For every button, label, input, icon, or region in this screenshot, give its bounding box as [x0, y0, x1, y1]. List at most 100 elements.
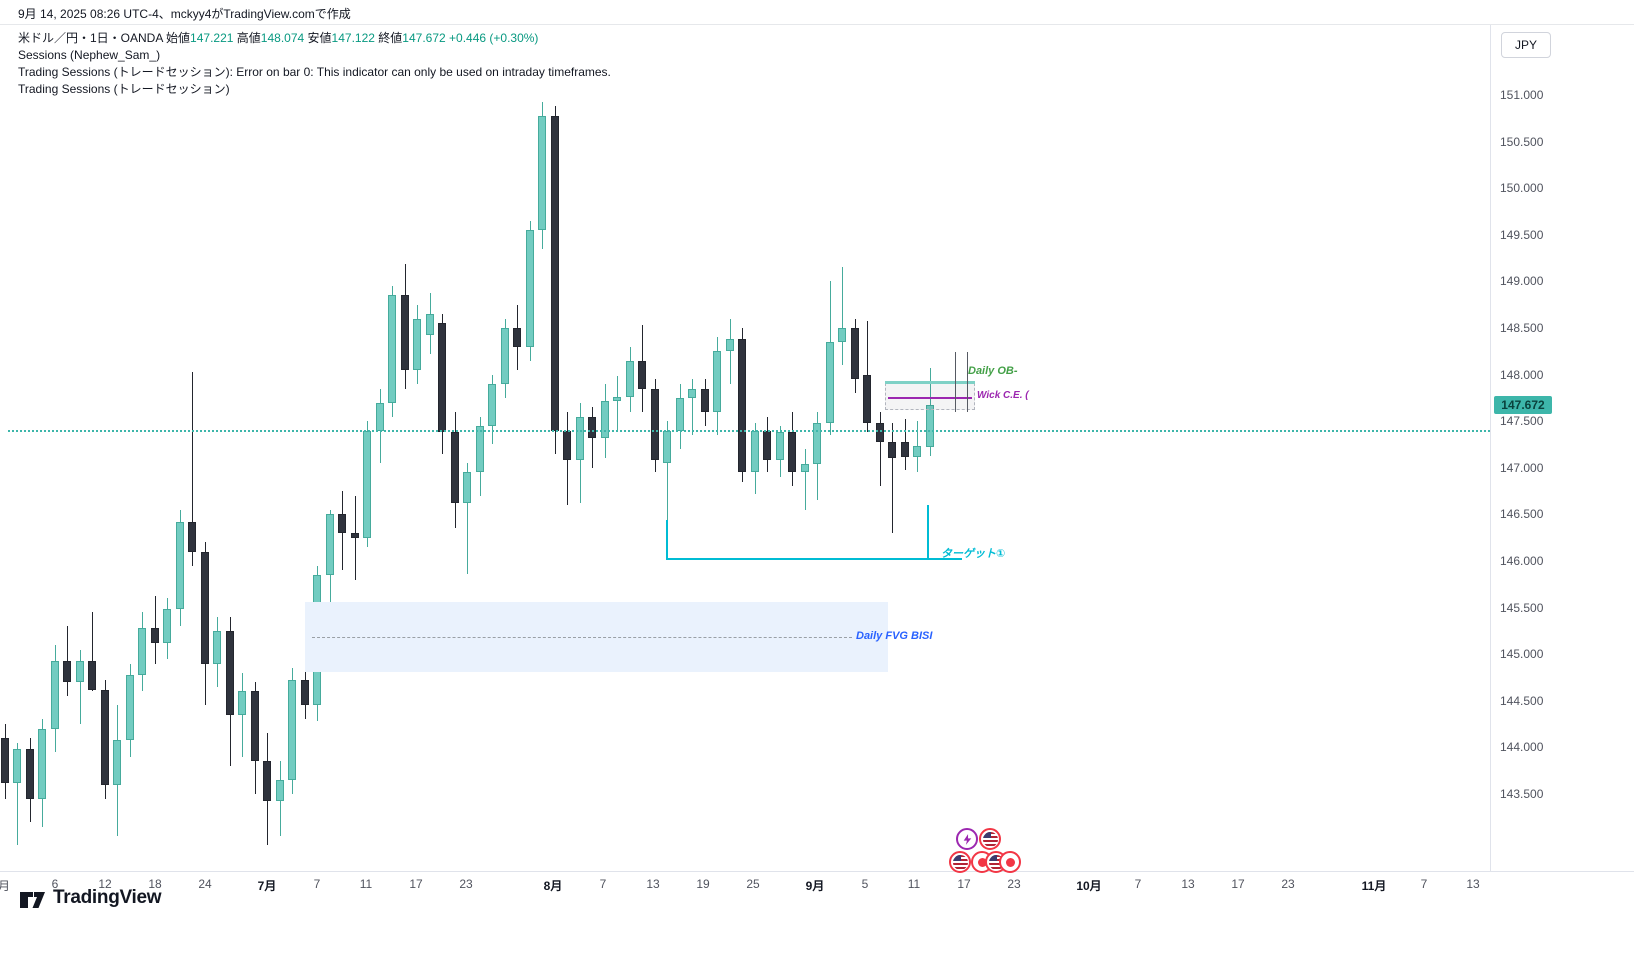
- us-flag-event-icon[interactable]: [979, 828, 1001, 850]
- candle-body: [225, 630, 234, 715]
- fvg-label[interactable]: Daily FVG BISI: [856, 630, 933, 642]
- candle-body: [275, 780, 284, 802]
- price-tick-label: 144.500: [1500, 693, 1544, 708]
- time-tick-label: 11: [907, 877, 921, 891]
- price-tick-label: 147.000: [1500, 460, 1544, 475]
- candle-body: [125, 674, 134, 740]
- created-timestamp: 9月 14, 2025 08:26 UTC-4、mckyy4がTradingVi…: [18, 7, 351, 21]
- currency-button[interactable]: JPY: [1501, 32, 1551, 58]
- close-value: 147.672: [402, 31, 446, 45]
- order-block-zone-drawing[interactable]: [885, 383, 975, 410]
- candle-body: [338, 514, 346, 534]
- time-tick-label: 月: [0, 879, 11, 893]
- time-tick-label: 13: [1181, 877, 1195, 891]
- candle-body: [550, 115, 559, 431]
- order-block-top-line[interactable]: [885, 381, 975, 384]
- candle-body: [250, 691, 259, 762]
- indicator-sessions[interactable]: Sessions (Nephew_Sam_): [18, 48, 161, 62]
- candle-body: [475, 425, 484, 473]
- candle-body: [163, 609, 171, 643]
- target-label[interactable]: ターゲット①: [941, 548, 1006, 560]
- candle-body: [650, 388, 659, 461]
- candle-wick: [192, 371, 193, 566]
- candle-wick: [879, 411, 881, 487]
- candle-wick: [17, 742, 18, 846]
- candle-wick: [729, 318, 731, 384]
- time-tick-label: 25: [746, 877, 760, 891]
- wick-ce-label[interactable]: Wick C.E. (: [977, 390, 1029, 401]
- candlestick-series: [0, 102, 934, 846]
- indicator-trading-sessions[interactable]: Trading Sessions (トレードセッション): [18, 82, 230, 96]
- price-tick-label: 145.500: [1500, 600, 1544, 615]
- target-end-tick: [666, 520, 668, 558]
- close-label: 終値: [378, 31, 403, 45]
- time-tick-label: 7: [1420, 877, 1428, 891]
- candle-body: [738, 339, 746, 473]
- candle-body: [375, 402, 384, 431]
- candle-body: [750, 430, 759, 473]
- time-tick-label: 6: [51, 877, 59, 891]
- candle-body: [700, 388, 709, 412]
- time-axis-separator: [0, 871, 1634, 872]
- price-tick-label: 145.000: [1500, 647, 1544, 662]
- tradingview-logo-icon: [20, 892, 45, 908]
- time-tick-label: 7月: [257, 879, 277, 893]
- candle-body: [513, 328, 521, 347]
- candle-body: [150, 628, 159, 643]
- candle-body: [838, 328, 846, 342]
- tradingview-logo-text: TradingView: [53, 887, 162, 908]
- price-axis-separator: [1490, 25, 1491, 871]
- candle-body: [925, 405, 934, 448]
- candle-body: [288, 680, 296, 780]
- target-line-drawing[interactable]: [666, 558, 962, 560]
- candle-body: [13, 749, 21, 783]
- time-tick-label: 11月: [1361, 879, 1387, 893]
- candle-body: [188, 521, 196, 552]
- jp-flag-event-icon[interactable]: [999, 851, 1021, 873]
- candle-body: [413, 318, 421, 370]
- symbol-title[interactable]: 米ドル／円・1日・OANDA: [18, 31, 163, 45]
- time-tick-label: 10月: [1076, 879, 1102, 893]
- time-tick-label: 12: [98, 877, 112, 891]
- candle-body: [450, 432, 459, 504]
- candle-body: [63, 660, 71, 683]
- order-block-label[interactable]: Daily OB-: [968, 365, 1018, 377]
- time-tick-label: 17: [957, 877, 971, 891]
- candle-body: [788, 432, 796, 473]
- low-value: 147.122: [331, 31, 375, 45]
- candle-body: [113, 739, 121, 785]
- candle-body: [88, 660, 96, 690]
- time-tick-label: 7: [313, 877, 321, 891]
- indicator-trading-sessions-error[interactable]: Trading Sessions (トレードセッション): Error on b…: [18, 65, 611, 79]
- candle-body: [600, 400, 609, 438]
- candle-body: [825, 341, 834, 424]
- candle-body: [300, 680, 309, 706]
- price-tick-label: 149.500: [1500, 227, 1544, 242]
- candle-body: [800, 464, 809, 473]
- candle-body: [675, 397, 684, 431]
- candle-body: [425, 314, 434, 336]
- symbol-ohlc-row[interactable]: 米ドル／円・1日・OANDA 始値147.221 高値148.074 安値147…: [18, 30, 611, 46]
- candle-body: [913, 446, 921, 457]
- price-tick-label: 143.500: [1500, 787, 1544, 801]
- time-tick-label: 17: [1231, 877, 1245, 891]
- candle-body: [713, 351, 721, 412]
- candle-body: [725, 339, 734, 352]
- candle-wick: [92, 612, 93, 692]
- candle-body: [50, 660, 59, 729]
- chart-canvas[interactable]: Daily FVG BISI Daily OB- Wick C.E. ( ターゲ…: [0, 25, 1490, 871]
- price-tick-label: 146.000: [1500, 554, 1544, 568]
- candle-body: [625, 360, 634, 397]
- lightning-event-icon[interactable]: [956, 828, 978, 850]
- low-label: 安値: [307, 31, 332, 45]
- us-flag-event-icon[interactable]: [949, 851, 971, 873]
- price-tick-label: 150.000: [1500, 181, 1544, 196]
- candle-body: [563, 430, 571, 461]
- price-tick-label: 148.500: [1500, 321, 1544, 335]
- candle-body: [663, 430, 671, 464]
- candle-body: [363, 430, 371, 538]
- candle-body: [75, 660, 84, 683]
- candle-body: [863, 374, 871, 424]
- candle-body: [25, 749, 34, 799]
- wick-ce-line[interactable]: [888, 397, 972, 399]
